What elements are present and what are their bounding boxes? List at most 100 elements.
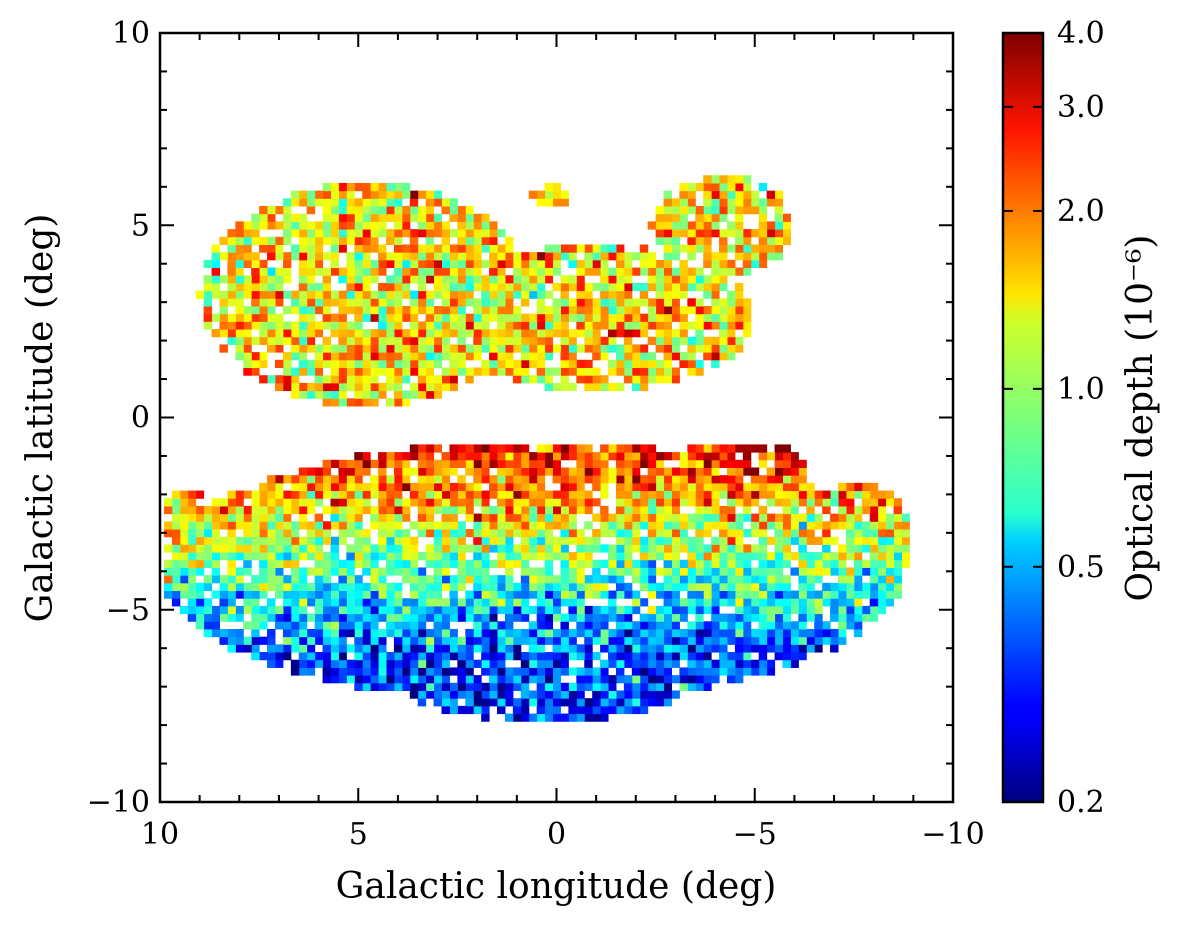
heatmap-cell (354, 544, 363, 553)
heatmap-cell (663, 652, 672, 661)
heatmap-cell (719, 552, 728, 561)
heatmap-cell (512, 682, 522, 691)
heatmap-cell (370, 259, 379, 269)
heatmap-cell (869, 598, 879, 607)
heatmap-cell (806, 498, 815, 507)
heatmap-cell (282, 221, 292, 230)
heatmap-cell (211, 244, 220, 253)
heatmap-cell (544, 190, 554, 199)
heatmap-cell (354, 582, 363, 592)
heatmap-cell (457, 275, 466, 284)
heatmap-cell (695, 544, 704, 553)
heatmap-cell (338, 529, 347, 538)
heatmap-cell (290, 559, 300, 568)
heatmap-cell (409, 267, 419, 276)
heatmap-cell (251, 367, 260, 376)
heatmap-cell (758, 213, 768, 222)
heatmap-cell (711, 290, 720, 299)
heatmap-cell (726, 190, 736, 199)
heatmap-cell (481, 336, 490, 345)
heatmap-cell (473, 498, 482, 507)
heatmap-cell (615, 382, 625, 392)
heatmap-cell (433, 213, 443, 222)
heatmap-cell (393, 244, 403, 253)
heatmap-cell (473, 229, 482, 238)
heatmap-cell (441, 628, 450, 638)
heatmap-cell (734, 498, 744, 507)
heatmap-cell (512, 598, 522, 607)
heatmap-cell (600, 605, 609, 615)
heatmap-cell (655, 605, 665, 615)
heatmap-cell (695, 452, 704, 461)
heatmap-cell (877, 498, 887, 507)
heatmap-cell (504, 236, 514, 245)
heatmap-cell (592, 582, 601, 592)
heatmap-cell (758, 628, 768, 638)
heatmap-cell (243, 552, 252, 561)
heatmap-cell (370, 575, 379, 584)
heatmap-cell (306, 544, 316, 553)
heatmap-cell (750, 605, 760, 615)
heatmap-cell (306, 236, 316, 245)
heatmap-cell (639, 459, 649, 468)
heatmap-cell (282, 613, 292, 622)
heatmap-cell (298, 659, 308, 668)
heatmap-cell (695, 206, 704, 215)
heatmap-cell (655, 298, 665, 307)
heatmap-cell (861, 529, 871, 538)
heatmap-cell (639, 290, 649, 299)
heatmap-cell (386, 482, 395, 492)
heatmap-cell (425, 498, 435, 507)
heatmap-cell (742, 190, 752, 199)
heatmap-cell (687, 359, 696, 369)
heatmap-cell (719, 459, 728, 468)
heatmap-cell (274, 244, 284, 253)
heatmap-cell (711, 282, 720, 292)
heatmap-cell (393, 305, 403, 315)
heatmap-cell (401, 375, 411, 384)
heatmap-cell (726, 659, 736, 668)
heatmap-cell (441, 498, 450, 507)
heatmap-cell (719, 344, 728, 353)
heatmap-cell (726, 321, 736, 330)
heatmap-cell (584, 613, 593, 622)
heatmap-cell (314, 659, 324, 668)
heatmap-cell (600, 690, 609, 699)
heatmap-cell (703, 290, 712, 299)
heatmap-cell (734, 175, 744, 184)
heatmap-cell (298, 490, 308, 499)
heatmap-cell (362, 182, 371, 192)
heatmap-cell (314, 652, 324, 661)
heatmap-cell (489, 628, 498, 638)
heatmap-cell (401, 475, 411, 484)
heatmap-cell (528, 359, 538, 369)
heatmap-cell (314, 367, 324, 376)
heatmap-cell (814, 567, 823, 576)
heatmap-cell (520, 252, 530, 261)
heatmap-cell (282, 521, 292, 530)
heatmap-cell (782, 467, 791, 476)
heatmap-cell (306, 198, 316, 207)
heatmap-cell (671, 659, 680, 668)
heatmap-cell (425, 244, 435, 253)
heatmap-cell (179, 605, 189, 615)
heatmap-cell (560, 198, 569, 207)
heatmap-cell (235, 275, 244, 284)
heatmap-cell (766, 521, 776, 530)
heatmap-cell (639, 675, 649, 684)
heatmap-cell (489, 444, 498, 453)
heatmap-cell (370, 636, 379, 645)
heatmap-cell (584, 313, 593, 322)
heatmap-cell (481, 605, 490, 615)
heatmap-cell (290, 590, 300, 599)
heatmap-cell (869, 605, 879, 615)
heatmap-cell (386, 544, 395, 553)
heatmap-cell (274, 521, 284, 530)
heatmap-cell (497, 682, 506, 691)
heatmap-cell (600, 613, 609, 622)
heatmap-cell (520, 613, 530, 622)
heatmap-cell (615, 521, 625, 530)
heatmap-cell (267, 267, 276, 276)
heatmap-cell (504, 667, 514, 676)
heatmap-cell (695, 267, 704, 276)
